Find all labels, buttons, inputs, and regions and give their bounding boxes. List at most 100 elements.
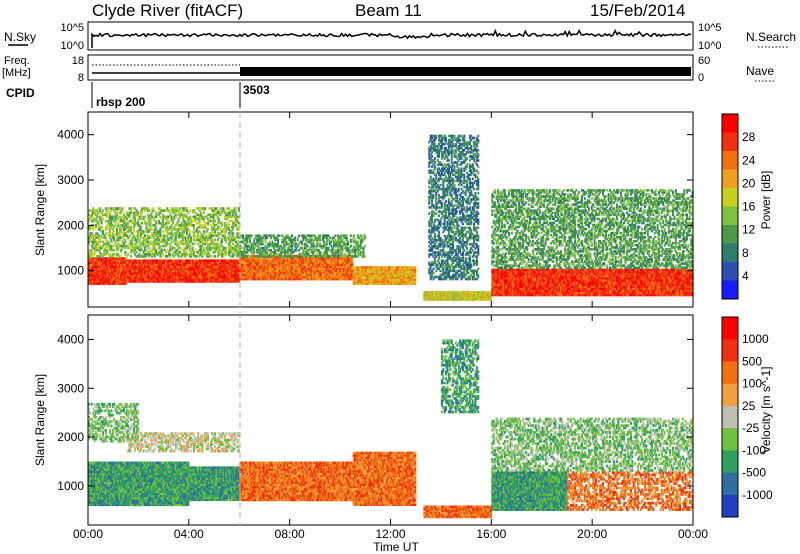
echo-cell xyxy=(163,263,166,267)
echo-cell xyxy=(476,297,479,300)
echo-cell xyxy=(369,274,372,277)
echo-cell xyxy=(459,298,462,301)
echo-cell xyxy=(621,281,624,284)
echo-cell xyxy=(237,275,240,279)
echo-cell xyxy=(533,285,536,288)
echo-cell xyxy=(458,295,460,298)
echo-cell xyxy=(632,281,635,284)
echo-cell xyxy=(197,265,200,269)
echo-cell xyxy=(268,271,271,275)
echo-cell xyxy=(569,268,572,272)
echo-cell xyxy=(118,259,121,262)
echo-cell xyxy=(263,261,266,264)
echo-cell xyxy=(148,277,151,281)
echo-cell xyxy=(565,276,568,280)
echo-cell xyxy=(258,261,261,264)
echo-cell xyxy=(354,270,357,273)
echo-cell xyxy=(561,289,564,293)
echo-cell xyxy=(239,269,242,273)
echo-cell xyxy=(651,281,653,284)
echo-cell xyxy=(268,261,271,264)
echo-cell xyxy=(321,263,324,266)
echo-cell xyxy=(260,269,263,273)
echo-cell xyxy=(310,267,313,270)
echo-cell xyxy=(498,287,501,290)
echo-cell xyxy=(247,261,250,264)
echo-cell xyxy=(610,281,613,284)
echo-cell xyxy=(211,267,214,271)
echo-cell xyxy=(560,291,562,295)
echo-cell xyxy=(466,297,469,300)
echo-cell xyxy=(121,259,124,262)
echo-cell xyxy=(271,263,274,266)
echo-cell xyxy=(660,291,663,295)
echo-cell xyxy=(575,287,578,290)
echo-cell xyxy=(326,271,329,275)
echo-cell xyxy=(383,266,386,269)
echo-cell xyxy=(487,294,490,297)
echo-cell xyxy=(263,267,266,270)
echo-cell xyxy=(202,271,205,275)
echo-cell xyxy=(543,268,546,272)
echo-cell xyxy=(293,263,296,266)
echo-cell xyxy=(306,273,309,277)
echo-cell xyxy=(194,275,197,279)
echo-cell xyxy=(617,268,620,272)
echo-cell xyxy=(449,292,452,295)
echo-cell xyxy=(344,259,347,262)
echo-cell xyxy=(621,278,624,282)
echo-cell xyxy=(288,267,291,270)
echo-cell xyxy=(212,273,215,277)
echo-cell xyxy=(310,263,313,266)
echo-cell xyxy=(272,275,275,279)
echo-cell xyxy=(351,277,354,281)
echo-cell xyxy=(397,282,400,285)
noise-sky-trace xyxy=(91,28,692,48)
echo-cell xyxy=(550,272,553,276)
echo-cell xyxy=(124,280,127,283)
echo-cell xyxy=(123,273,125,277)
echo-cell xyxy=(544,270,547,274)
echo-cell xyxy=(279,256,282,260)
echo-cell xyxy=(152,259,155,263)
echo-cell xyxy=(576,270,579,274)
echo-cell xyxy=(655,285,658,288)
echo-cell xyxy=(96,282,99,285)
echo-cell xyxy=(509,283,512,286)
echo-cell xyxy=(278,271,281,275)
echo-cell xyxy=(491,278,494,282)
echo-cell xyxy=(261,259,264,262)
echo-cell xyxy=(562,276,565,280)
echo-cell xyxy=(383,272,386,275)
echo-cell xyxy=(586,287,589,290)
echo-cell xyxy=(540,289,543,293)
echo-cell xyxy=(397,268,400,271)
echo-cell xyxy=(579,278,582,282)
echo-cell xyxy=(292,263,295,266)
echo-cell xyxy=(268,263,271,266)
echo-cell xyxy=(564,278,567,282)
echo-cell xyxy=(110,257,113,260)
echo-cell xyxy=(579,272,582,276)
echo-cell xyxy=(553,268,555,272)
echo-cell xyxy=(333,267,336,270)
echo-cell xyxy=(424,292,427,295)
echo-cell xyxy=(517,278,520,282)
echo-cell xyxy=(138,263,141,267)
echo-cell xyxy=(302,271,305,275)
echo-cell xyxy=(165,263,167,267)
echo-cell xyxy=(349,261,352,264)
echo-cell xyxy=(249,277,252,281)
echo-cell xyxy=(176,277,179,281)
echo-cell xyxy=(194,259,197,263)
echo-cell xyxy=(543,276,546,280)
echo-cell xyxy=(632,287,635,290)
echo-cell xyxy=(284,275,287,279)
echo-cell xyxy=(575,274,578,278)
echo-cell xyxy=(467,291,470,294)
echo-cell xyxy=(281,265,284,268)
echo-cell xyxy=(610,278,613,282)
echo-cell xyxy=(603,281,606,284)
echo-cell xyxy=(299,271,302,275)
freq-nave-trace-dense xyxy=(240,67,691,76)
